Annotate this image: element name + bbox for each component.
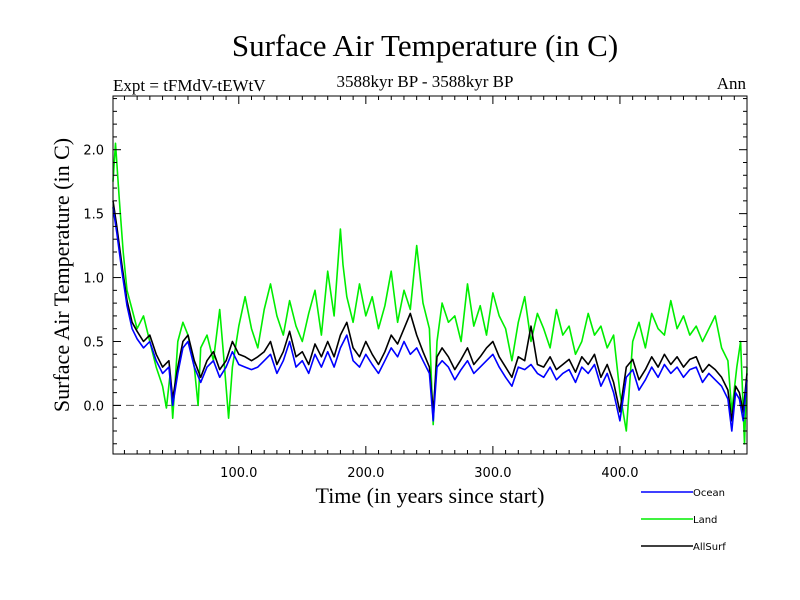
y-tick-label: 1.5 [83,208,104,223]
period-label: 3588kyr BP - 3588kyr BP [337,72,514,91]
chart-title: Surface Air Temperature (in C) [232,28,618,63]
plot-area [112,142,748,445]
y-tick-label: 0.0 [83,399,104,414]
legend-label-ocean: Ocean [693,488,725,499]
y-tick-label: 2.0 [83,144,104,159]
x-tick-label: 200.0 [347,466,384,481]
x-axis-label: Time (in years since start) [316,483,545,508]
y-tick-label: 0.5 [83,335,104,350]
plot-frame [112,95,748,455]
legend-label-land: Land [693,515,717,526]
legend: Ocean Land AllSurf [641,488,726,553]
series-line-ocean [112,207,748,432]
y-tick-label: 1.0 [83,272,104,287]
x-tick-label: 100.0 [220,466,257,481]
y-axis-label: Surface Air Temperature (in C) [49,138,74,412]
experiment-label: Expt = tFMdV-tEWtV [113,76,266,95]
series-line-land [112,142,748,445]
season-label: Ann [717,74,747,93]
x-tick-label: 400.0 [601,466,638,481]
legend-label-allsurf: AllSurf [693,542,726,553]
x-tick-label: 300.0 [474,466,511,481]
